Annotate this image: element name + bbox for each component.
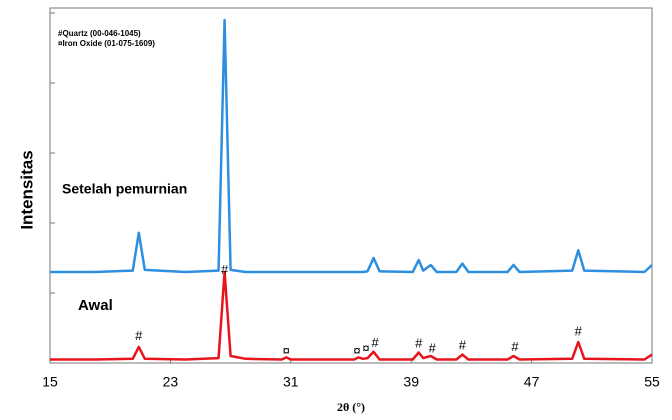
- x-tick-label: 47: [524, 374, 540, 390]
- peak-annotation: ¤: [362, 340, 369, 355]
- peak-annotation: #: [429, 340, 437, 355]
- x-tick-label: 39: [403, 374, 419, 390]
- peak-annotation: #: [575, 324, 583, 339]
- peak-annotation: ¤: [353, 343, 360, 358]
- x-tick-label: 31: [283, 374, 299, 390]
- legend-entry: #Quartz (00-046-1045): [58, 29, 141, 38]
- legend-entry: ¤Iron Oxide (01-075-1609): [58, 39, 155, 48]
- y-axis-label: Intensitas: [17, 150, 36, 229]
- series-line: [50, 270, 653, 361]
- plot-frame: [49, 7, 653, 364]
- peak-annotation: ¤: [283, 343, 290, 358]
- series-label: Awal: [78, 297, 113, 314]
- peak-annotation: #: [135, 328, 143, 343]
- x-tick-label: 15: [42, 374, 58, 390]
- series-line: [50, 18, 653, 274]
- x-tick-label: 23: [163, 374, 179, 390]
- series-label: Setelah pemurnian: [62, 181, 187, 197]
- peak-annotation: #: [221, 262, 229, 277]
- x-tick-label: 55: [644, 374, 660, 390]
- peak-annotation: #: [371, 335, 379, 350]
- x-axis-label: 2θ (°): [337, 400, 365, 414]
- peak-annotation: #: [511, 339, 519, 354]
- peak-annotation: #: [459, 338, 467, 353]
- peak-annotation: #: [415, 336, 423, 351]
